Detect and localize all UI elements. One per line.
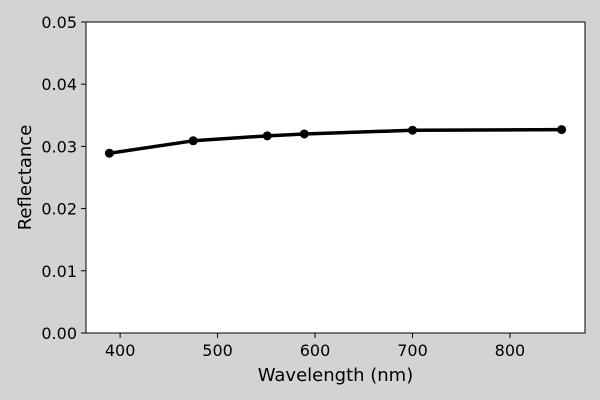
series-line	[107, 127, 564, 155]
x-tick-label: 600	[300, 341, 331, 360]
y-tick-label: 0.02	[41, 200, 77, 219]
series-layer	[104, 125, 567, 158]
tick-layer: 400 500 600 700 800 0.00 0.01 0.02 0.03 0.04 0.05	[41, 13, 525, 360]
data-point	[407, 125, 417, 135]
data-point	[104, 148, 114, 158]
plot-area	[85, 21, 586, 334]
data-point	[262, 131, 272, 141]
x-tick-label: 700	[397, 341, 428, 360]
x-tick-label: 800	[495, 341, 526, 360]
x-tick-label: 500	[202, 341, 233, 360]
y-tick-label: 0.01	[41, 262, 77, 281]
data-point	[299, 129, 309, 139]
x-axis-label: Wavelength (nm)	[258, 365, 414, 386]
data-point	[557, 125, 567, 135]
y-tick-label: 0.05	[41, 13, 77, 32]
y-tick-label: 0.04	[41, 75, 77, 94]
y-tick-label: 0.03	[41, 137, 77, 156]
x-tick-label: 400	[105, 341, 136, 360]
y-tick-label: 0.00	[41, 324, 77, 343]
y-axis-label: Reflectance	[15, 125, 36, 231]
data-point	[188, 136, 198, 146]
